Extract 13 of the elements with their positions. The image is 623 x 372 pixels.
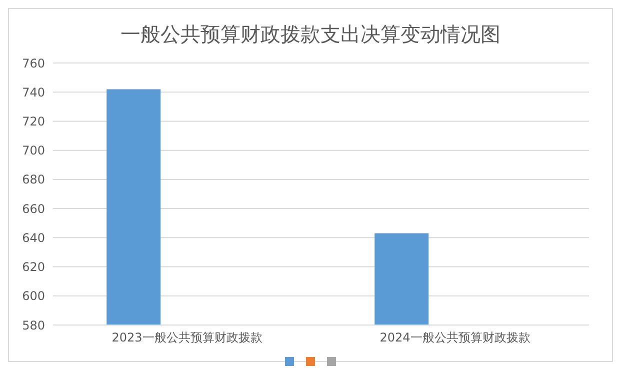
y-tick-label: 700 <box>22 144 45 158</box>
y-tick-label: 600 <box>22 289 45 304</box>
x-tick-label: 2024一般公共预算财政拨款 <box>380 330 530 345</box>
y-tick-label: 720 <box>22 114 45 128</box>
y-tick-label: 640 <box>22 230 45 245</box>
x-tick-label: 2023一般公共预算财政拨款 <box>112 330 262 345</box>
y-tick-label: 760 <box>22 56 45 70</box>
y-tick-label: 620 <box>22 260 45 274</box>
y-tick-label: 580 <box>22 318 45 332</box>
y-tick-label: 680 <box>22 172 45 187</box>
chart-title: 一般公共预算财政拨款支出决算变动情况图 <box>120 21 502 48</box>
y-tick-label: 740 <box>22 85 45 100</box>
y-tick-label: 660 <box>22 202 45 216</box>
